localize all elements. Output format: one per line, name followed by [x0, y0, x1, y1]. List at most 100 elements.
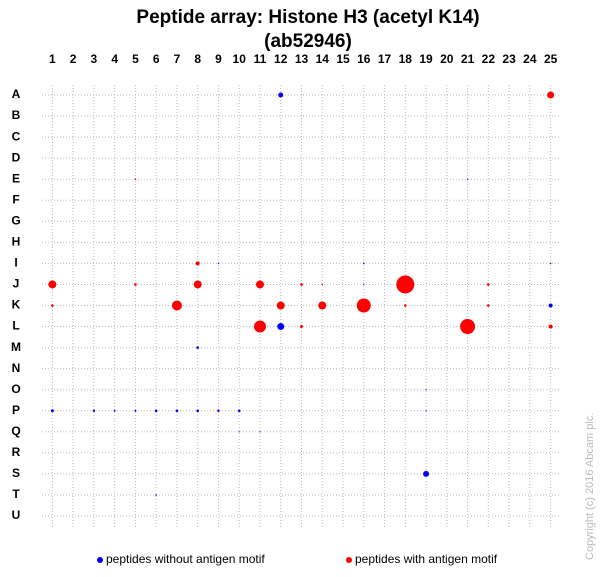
copyright: Copyright (c) 2016 Abcam plc.: [584, 413, 596, 560]
y-tick-label: G: [11, 213, 20, 227]
bubble: [396, 275, 415, 294]
legend-marker: [346, 557, 352, 563]
bubble: [50, 409, 54, 413]
x-tick-label: 6: [153, 52, 160, 66]
bubble: [238, 431, 240, 433]
y-tick-label: L: [12, 319, 19, 333]
y-tick-label: E: [12, 171, 20, 185]
x-tick-label: 12: [274, 52, 288, 66]
y-tick-label: P: [12, 403, 20, 417]
x-tick-label: 9: [215, 52, 222, 66]
bubble: [425, 410, 427, 412]
bubble: [300, 325, 303, 329]
bubble: [154, 409, 158, 413]
x-tick-label: 25: [544, 52, 558, 66]
x-tick-label: 22: [482, 52, 496, 66]
x-tick-label: 23: [502, 52, 516, 66]
bubble: [425, 389, 427, 391]
bubble: [51, 304, 54, 307]
legend-marker: [97, 557, 103, 563]
bubble: [92, 409, 96, 412]
y-tick-label: Q: [11, 424, 20, 438]
bubble: [155, 494, 157, 496]
x-tick-label: 3: [91, 52, 98, 66]
y-tick-label: H: [12, 235, 21, 249]
y-tick-label: A: [12, 87, 21, 101]
bubble: [487, 304, 490, 307]
bubble: [278, 92, 284, 98]
y-tick-label: J: [13, 277, 20, 291]
y-tick-label: O: [11, 382, 20, 396]
x-tick-label: 4: [111, 52, 118, 66]
bubble: [363, 283, 365, 286]
y-tick-label: S: [12, 466, 20, 480]
bubble: [276, 301, 285, 310]
y-tick-label: F: [12, 192, 19, 206]
bubble: [253, 320, 266, 333]
x-tick-label: 2: [70, 52, 77, 66]
y-tick-label: U: [12, 508, 21, 522]
y-tick-label: R: [12, 445, 21, 459]
bubble: [362, 262, 365, 265]
legend-label: peptides with antigen motif: [355, 552, 498, 566]
y-tick-label: C: [12, 129, 21, 143]
bubble: [356, 298, 371, 313]
x-tick-label: 13: [295, 52, 309, 66]
x-tick-label: 14: [316, 52, 330, 66]
bubble: [171, 300, 182, 311]
bubble: [217, 262, 220, 264]
bubble: [134, 409, 137, 412]
bubble: [277, 323, 285, 331]
legend-label: peptides without antigen motif: [106, 552, 265, 566]
bubble: [175, 409, 179, 413]
bubble: [466, 178, 469, 180]
bubble: [300, 283, 303, 286]
bubble: [196, 409, 199, 413]
y-tick-label: I: [14, 256, 17, 270]
bubble: [217, 409, 220, 412]
x-tick-label: 24: [523, 52, 537, 66]
y-tick-label: K: [12, 298, 21, 312]
bubble: [255, 280, 264, 289]
bubble: [549, 262, 552, 265]
x-tick-label: 8: [194, 52, 201, 66]
x-tick-label: 11: [254, 52, 267, 66]
bubble: [487, 283, 490, 286]
x-tick-label: 1: [49, 52, 56, 66]
bubble: [259, 431, 261, 433]
bubble: [196, 346, 199, 349]
bubble: [548, 324, 553, 329]
x-tick-label: 15: [336, 52, 350, 66]
x-tick-label: 10: [233, 52, 247, 66]
bubble: [548, 303, 553, 308]
bubble: [460, 319, 476, 335]
x-tick-label: 17: [378, 52, 392, 66]
y-tick-label: N: [12, 361, 21, 375]
y-tick-label: D: [12, 150, 21, 164]
bubble: [113, 409, 116, 412]
y-tick-label: B: [12, 108, 21, 122]
x-tick-label: 5: [132, 52, 139, 66]
chart-subtitle: (ab52946): [264, 31, 352, 52]
x-tick-label: 19: [419, 52, 433, 66]
y-tick-label: M: [11, 340, 21, 354]
x-tick-label: 18: [399, 52, 413, 66]
bubble: [237, 409, 241, 413]
bubble: [423, 470, 430, 477]
bubble: [547, 91, 555, 99]
bubble: [321, 283, 324, 286]
bubble: [48, 280, 57, 289]
bubble: [318, 301, 327, 310]
x-tick-label: 16: [357, 52, 371, 66]
bubble: [134, 178, 137, 180]
x-tick-label: 21: [461, 52, 475, 66]
bubble: [193, 280, 202, 289]
bubble: [195, 261, 200, 266]
chart-title: Peptide array: Histone H3 (acetyl K14): [136, 7, 479, 28]
x-tick-label: 20: [440, 52, 454, 66]
bubble: [134, 283, 137, 286]
bubble: [404, 304, 407, 307]
x-tick-label: 7: [174, 52, 181, 66]
y-tick-label: T: [12, 487, 20, 501]
